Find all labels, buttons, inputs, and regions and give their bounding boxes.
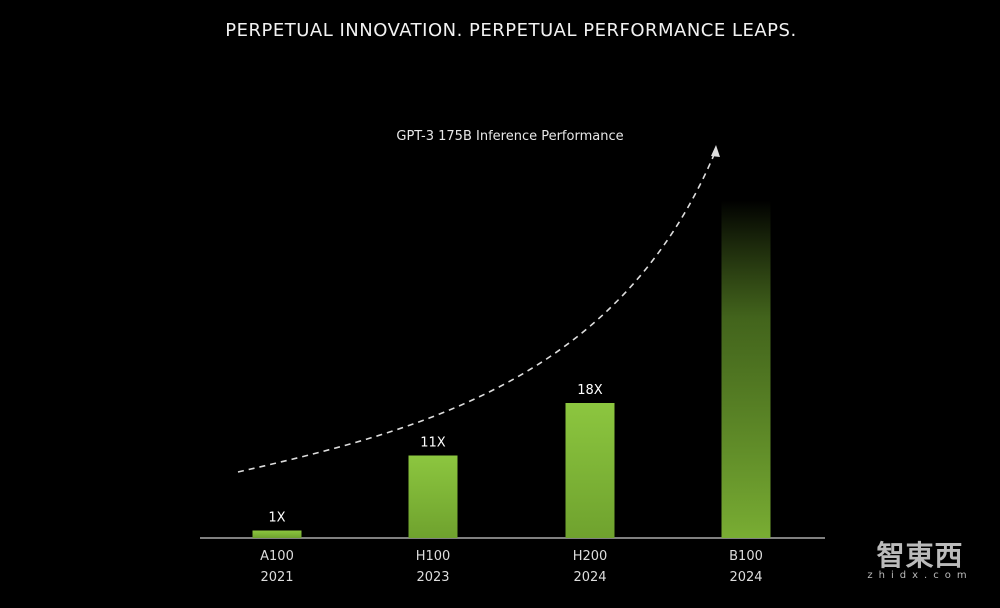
bar-b100 — [721, 200, 771, 538]
tick-label: H100 — [416, 549, 451, 564]
slide-title: PERPETUAL INNOVATION. PERPETUAL PERFORMA… — [225, 20, 797, 41]
year-label: 2023 — [416, 570, 449, 585]
trend-arrowhead — [711, 145, 720, 157]
bar-h200 — [565, 403, 615, 538]
bar-h100 — [408, 455, 458, 538]
trend-arrow — [237, 149, 717, 473]
tick-label: B100 — [729, 549, 763, 564]
year-label: 2024 — [729, 570, 762, 585]
chart-title: GPT-3 175B Inference Performance — [396, 129, 624, 144]
bar-a100 — [252, 530, 302, 538]
data-label: 18X — [577, 383, 603, 398]
tick-label: A100 — [260, 549, 294, 564]
tick-label: H200 — [573, 549, 608, 564]
year-label: 2021 — [260, 570, 293, 585]
data-label: 1X — [268, 511, 285, 526]
watermark-logo: 智東西 zhidx.com — [867, 539, 973, 581]
year-label: 2024 — [573, 570, 606, 585]
data-label: 11X — [420, 436, 446, 451]
